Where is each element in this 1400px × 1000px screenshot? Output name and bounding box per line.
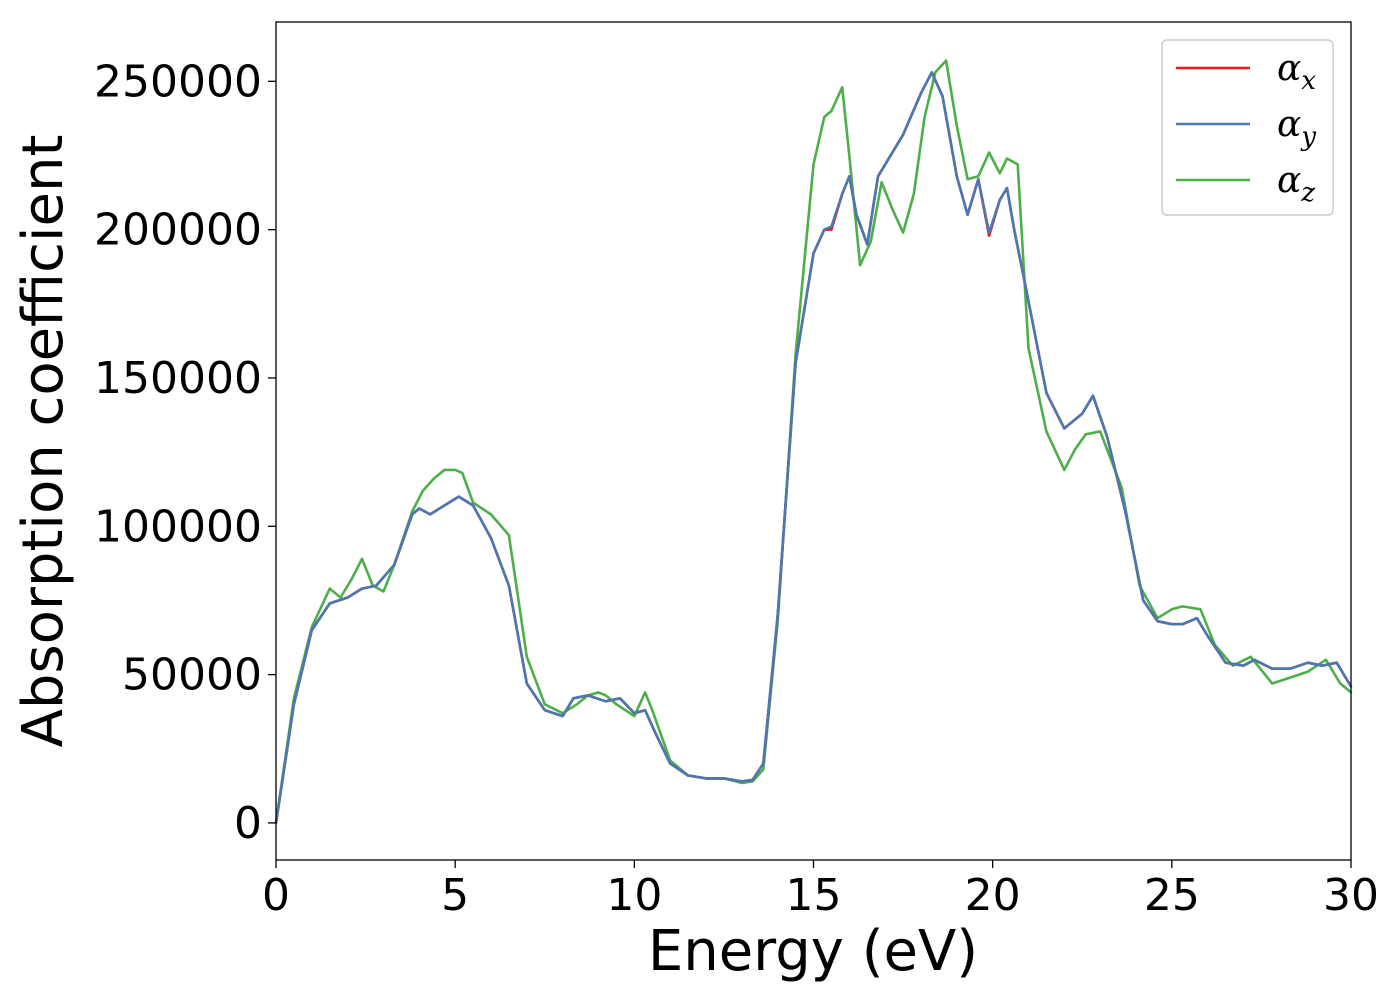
y-tick-label: 150000 [94,353,262,404]
x-axis: 0 5 10 15 20 25 30 [262,860,1379,921]
x-tick-label: 0 [262,870,290,921]
x-tick-label: 10 [606,870,662,921]
x-tick-label: 15 [786,870,842,921]
x-axis-title: Energy (eV) [648,919,978,984]
y-axis-title: Absorption coefficient [11,135,76,748]
x-tick-label: 30 [1323,870,1379,921]
y-tick-label: 100000 [94,501,262,552]
legend: αx αy αz [1161,39,1334,216]
y-tick-label: 50000 [122,650,262,701]
x-tick-label: 20 [965,870,1021,921]
series-lines [274,59,1353,825]
legend-label-alpha-z: αz [1277,160,1315,208]
y-tick-label: 250000 [94,56,262,107]
legend-label-alpha-x: αx [1277,48,1316,96]
series-line-alpha-y [274,71,1353,825]
y-tick-label: 200000 [94,205,262,256]
x-tick-label: 25 [1144,870,1200,921]
legend-box [1161,39,1334,216]
x-tick-label: 5 [441,870,469,921]
y-axis: 0 50000 100000 150000 200000 250000 [94,56,276,849]
legend-label-alpha-y: αy [1277,104,1316,152]
y-tick-label: 0 [234,798,262,849]
